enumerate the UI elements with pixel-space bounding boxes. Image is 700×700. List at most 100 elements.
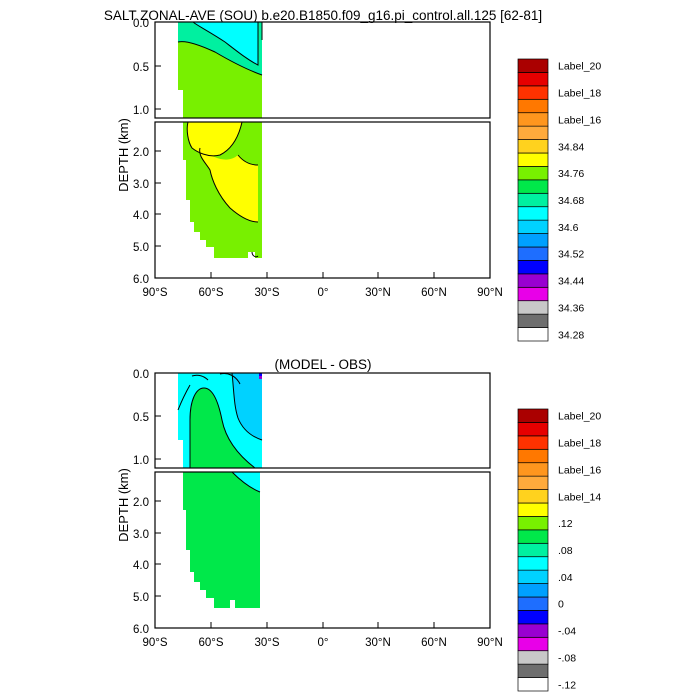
bottom-colorbar-box: [517, 529, 549, 544]
bottom-upper-frame: [154, 372, 491, 469]
bottom-colorbar-box: [517, 435, 549, 450]
bottom-colorbar-box: [517, 475, 549, 490]
bottom-colorbar-box: [517, 422, 549, 437]
x-tick-label: 60°S: [198, 287, 223, 299]
x-tick-label: 30°N: [365, 287, 391, 299]
top-upper-frame: [154, 21, 491, 119]
top-colorbar-box: [517, 313, 549, 328]
bottom-colorbar-box: [517, 583, 549, 598]
bottom-lower-fill: [183, 471, 261, 608]
bottom-colorbar-label: -.12: [558, 679, 576, 691]
y-tick-label: 6.0: [133, 274, 149, 286]
x-tick-label: 0°: [318, 287, 329, 299]
y-tick-label: 3.0: [133, 529, 149, 541]
bottom-lower-contours: [231, 471, 261, 493]
top-colorbar-label: Label_16: [558, 114, 601, 126]
bottom-colorbar-label: Label_14: [558, 491, 601, 503]
bottom-y-ticks: [155, 372, 161, 629]
top-panel: 0.0 0.5 1.0 2.0 3.0 4.0 5.0 6.0 90°S 60°…: [116, 18, 601, 342]
bottom-colorbar-box: [517, 462, 549, 477]
x-tick-label: 60°N: [421, 287, 447, 299]
bottom-colorbar-box: [517, 489, 549, 504]
x-tick-label: 0°: [318, 637, 329, 649]
x-tick-label: 60°S: [198, 637, 223, 649]
chart-title: SALT ZONAL-AVE (SOU) b.e20.B1850.f09_g16…: [104, 8, 542, 23]
bottom-colorbar-box: [517, 516, 549, 531]
y-tick-label: 4.0: [133, 560, 149, 572]
bottom-colorbar-box: [517, 596, 549, 611]
top-y-ticks: [155, 21, 161, 279]
top-colorbar-box: [517, 139, 549, 154]
bottom-colorbar-box: [517, 569, 549, 584]
bottom-colorbar: -.12 -.08 -.04 0 .04 .08 .12 Label_14 Label_16 La…: [517, 408, 601, 692]
top-colorbar-box: [517, 179, 549, 194]
top-colorbar-box: [517, 206, 549, 221]
top-colorbar-box: [517, 98, 549, 114]
top-colorbar-box: [517, 300, 549, 315]
y-tick-label: 6.0: [133, 624, 149, 636]
bottom-colorbar-box: [517, 408, 549, 423]
top-colorbar-box: [517, 125, 549, 140]
x-tick-label: 30°S: [254, 637, 279, 649]
bottom-colorbar-label: -.04: [558, 626, 576, 638]
bottom-colorbar-box: [517, 610, 549, 625]
bottom-colorbar-box: [517, 556, 549, 571]
region-0.08-band: [190, 388, 255, 468]
top-x-ticks: [154, 272, 491, 278]
x-tick-label: 30°S: [254, 287, 279, 299]
top-colorbar-box: [517, 192, 549, 208]
y-tick-label: 2.0: [133, 497, 149, 509]
top-colorbar-box: [517, 85, 549, 100]
x-tick-label: 60°N: [421, 637, 447, 649]
top-lower-fill: [183, 121, 262, 258]
top-upper-fill: [177, 21, 263, 118]
bottom-colorbar-label: -.08: [558, 652, 576, 664]
top-colorbar-box: [517, 327, 549, 342]
top-colorbar-label: 34.68: [558, 195, 584, 207]
top-colorbar-label: 34.28: [558, 329, 584, 341]
top-colorbar-box: [517, 219, 549, 234]
x-tick-label: 30°N: [365, 637, 391, 649]
y-tick-label: 1.0: [133, 455, 149, 467]
y-axis-label: DEPTH (km): [116, 118, 131, 192]
region-34.84-salty: [187, 122, 258, 222]
top-colorbar-box: [517, 166, 549, 181]
y-tick-label: 5.0: [133, 592, 149, 604]
top-lower-contours: [186, 121, 259, 258]
bottom-colorbar-box: [517, 623, 549, 638]
bottom-colorbar-box: [517, 448, 549, 464]
bottom-colorbar-box: [517, 542, 549, 558]
y-tick-label: 1.0: [133, 105, 149, 117]
top-colorbar: 34.28 34.36 34.44 34.52 34.6 34.68 34.76 34.84 L…: [517, 58, 601, 342]
bottom-upper-fill: [177, 372, 263, 469]
top-colorbar-label: 34.36: [558, 302, 584, 314]
y-tick-label: 0.5: [133, 412, 149, 424]
top-colorbar-box: [517, 72, 549, 87]
x-tick-label: 90°S: [142, 287, 167, 299]
region-neg-core: [259, 373, 262, 376]
bottom-colorbar-box: [517, 650, 549, 665]
x-tick-label: 90°N: [477, 637, 503, 649]
x-tick-label: 90°N: [477, 287, 503, 299]
y-tick-label: 4.0: [133, 210, 149, 222]
top-colorbar-box: [517, 152, 549, 167]
top-colorbar-box: [517, 273, 549, 288]
region-0.02-band: [232, 373, 262, 440]
bottom-panel: (MODEL - OBS): [116, 357, 601, 692]
top-colorbar-box: [517, 246, 549, 261]
top-colorbar-label: Label_20: [558, 61, 601, 73]
y-tick-label: 3.0: [133, 179, 149, 191]
y-tick-label: 2.0: [133, 147, 149, 159]
bottom-colorbar-label: .12: [558, 518, 573, 530]
bottom-colorbar-box: [517, 663, 549, 678]
top-colorbar-box: [517, 233, 549, 248]
top-colorbar-label: Label_18: [558, 88, 601, 100]
bottom-colorbar-label: .08: [558, 545, 573, 557]
bottom-colorbar-label: 0: [558, 599, 564, 611]
bottom-colorbar-label: Label_18: [558, 438, 601, 450]
x-tick-label: 90°S: [142, 637, 167, 649]
y-axis-label: DEPTH (km): [116, 468, 131, 542]
bottom-colorbar-label: Label_16: [558, 464, 601, 476]
top-colorbar-box: [517, 260, 549, 275]
